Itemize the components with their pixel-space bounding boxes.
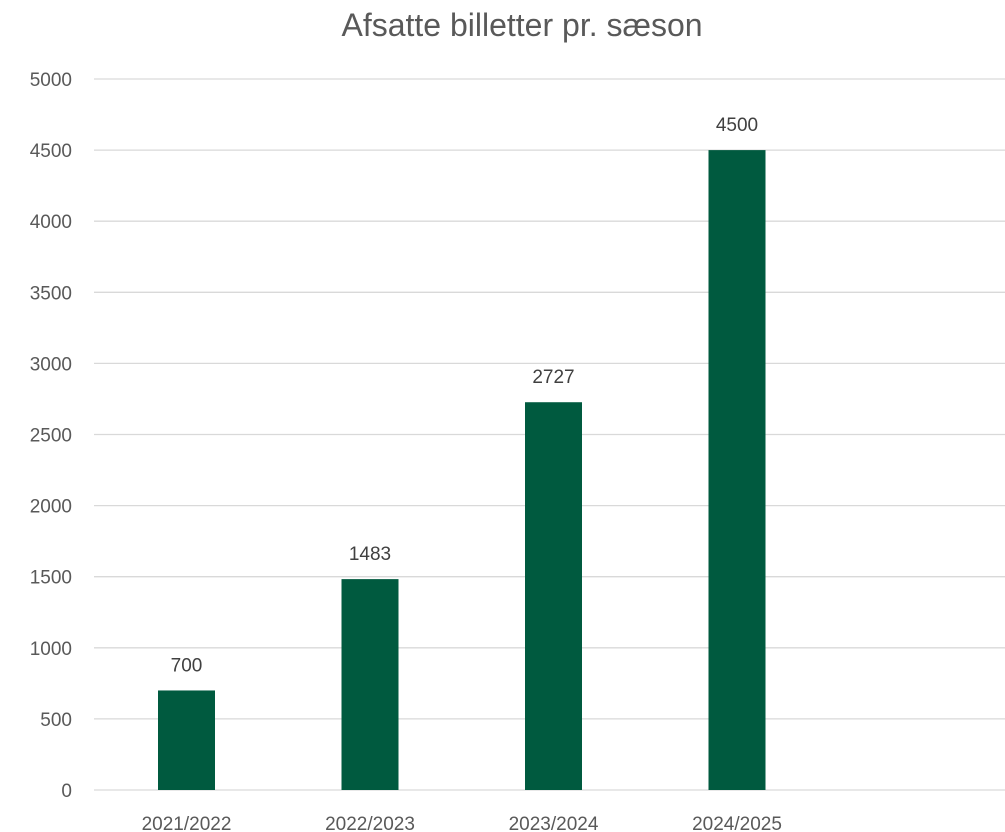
data-label: 1483 — [349, 544, 391, 565]
bar — [341, 579, 399, 790]
y-tick-label: 500 — [40, 710, 72, 731]
y-tick-label: 1500 — [30, 568, 72, 589]
y-tick-label: 2500 — [30, 426, 72, 447]
bar — [525, 402, 582, 790]
data-labels: 700 1483 2727 4500 — [171, 115, 758, 676]
bar — [158, 690, 215, 790]
y-tick-label: 4000 — [30, 212, 72, 233]
bar — [708, 150, 766, 791]
data-label: 4500 — [716, 115, 758, 136]
x-tick-label: 2024/2025 — [692, 814, 782, 832]
y-tick-label: 5000 — [30, 70, 72, 91]
bars — [158, 150, 766, 791]
y-axis-tick-labels: 0 500 1000 1500 2000 2500 3000 3500 4000 4500 5000 — [30, 70, 72, 802]
data-label: 2727 — [532, 367, 574, 388]
y-tick-label: 1000 — [30, 639, 72, 660]
chart-title: Afsatte billetter pr. sæson — [341, 7, 702, 43]
x-tick-label: 2023/2024 — [509, 814, 599, 832]
y-tick-label: 3500 — [30, 283, 72, 304]
data-label: 700 — [171, 655, 203, 676]
y-tick-label: 2000 — [30, 497, 72, 518]
y-tick-label: 3000 — [30, 354, 72, 375]
x-tick-label: 2021/2022 — [142, 814, 232, 832]
y-tick-label: 4500 — [30, 141, 72, 162]
x-tick-label: 2022/2023 — [325, 814, 415, 832]
x-axis-tick-labels: 2021/2022 2022/2023 2023/2024 2024/2025 — [142, 814, 782, 832]
y-tick-label: 0 — [61, 781, 72, 802]
